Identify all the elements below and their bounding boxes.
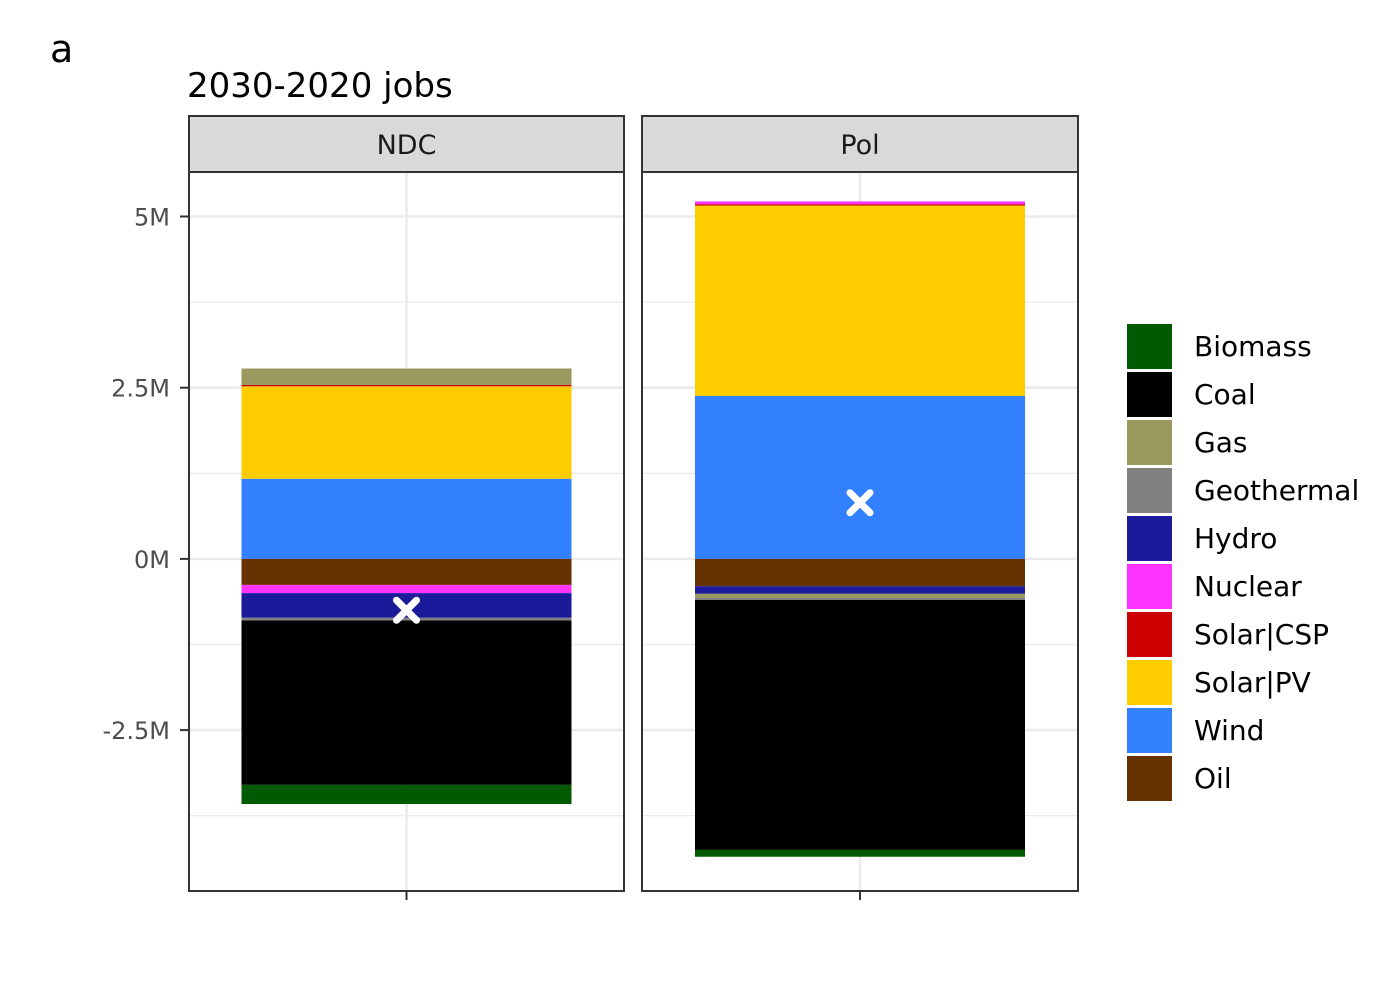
bar-segment-gas <box>695 593 1025 598</box>
legend-item-nuclear: Nuclear <box>1127 564 1302 609</box>
y-tick-label: 5M <box>134 204 170 232</box>
bar-segment-solar-pv <box>695 205 1025 396</box>
bar-segment-hydro <box>695 586 1025 594</box>
legend-swatch <box>1127 612 1172 657</box>
legend-label: Solar|PV <box>1194 666 1311 699</box>
legend-label: Wind <box>1194 714 1264 747</box>
legend-item-solar-csp: Solar|CSP <box>1127 612 1329 657</box>
legend: Biomass Coal Gas Geothermal Hydro Nuclear Sola… <box>1127 324 1359 801</box>
panel-strip <box>641 115 1079 173</box>
bar-segment-oil <box>695 558 1025 587</box>
legend-label: Nuclear <box>1194 570 1302 603</box>
bar-segment-coal <box>695 599 1025 850</box>
bar-segment-gas <box>241 368 572 385</box>
bar-segment-nuclear <box>695 201 1025 205</box>
legend-label: Oil <box>1194 762 1232 795</box>
legend-swatch <box>1127 564 1172 609</box>
legend-item-biomass: Biomass <box>1127 324 1312 369</box>
legend-item-coal: Coal <box>1127 372 1256 417</box>
legend-label: Biomass <box>1194 330 1312 363</box>
legend-label: Geothermal <box>1194 474 1359 507</box>
legend-swatch <box>1127 756 1172 801</box>
bar-segment-nuclear <box>241 584 572 594</box>
panel-ndc: NDC <box>188 115 625 900</box>
bar-segment-biomass <box>241 784 572 805</box>
bar-segment-wind <box>695 395 1025 559</box>
bar-segment-geothermal <box>695 597 1025 600</box>
legend-item-geothermal: Geothermal <box>1127 468 1359 513</box>
legend-item-hydro: Hydro <box>1127 516 1277 561</box>
legend-item-wind: Wind <box>1127 708 1264 753</box>
bar-segment-oil <box>241 558 572 585</box>
y-tick-label: 0M <box>134 546 170 574</box>
bar-segment-geothermal <box>241 617 572 621</box>
bar-segment-coal <box>241 620 572 785</box>
legend-swatch <box>1127 324 1172 369</box>
panel-strip-label: NDC <box>377 130 437 161</box>
legend-item-oil: Oil <box>1127 756 1232 801</box>
bar-segment-solar-csp <box>241 384 572 387</box>
legend-swatch <box>1127 420 1172 465</box>
legend-swatch <box>1127 660 1172 705</box>
legend-label: Gas <box>1194 426 1247 459</box>
legend-item-gas: Gas <box>1127 420 1247 465</box>
net-total-marker <box>846 489 874 517</box>
net-total-marker <box>393 596 420 624</box>
panel-pol: Pol <box>641 115 1079 900</box>
legend-label: Coal <box>1194 378 1256 411</box>
legend-swatch <box>1127 708 1172 753</box>
legend-swatch <box>1127 372 1172 417</box>
legend-label: Solar|CSP <box>1194 618 1329 651</box>
y-tick-label: -2.5M <box>102 717 170 745</box>
bar-segment-solar-csp <box>695 204 1025 206</box>
chart-title: 2030-2020 jobs <box>187 66 453 106</box>
bar-segment-wind <box>241 478 572 559</box>
legend-swatch <box>1127 468 1172 513</box>
figure-tag: a <box>50 27 73 71</box>
legend-item-solar-pv: Solar|PV <box>1127 660 1311 705</box>
bar-segment-biomass <box>695 849 1025 857</box>
bar-segment-solar-pv <box>241 386 572 479</box>
legend-label: Hydro <box>1194 522 1277 555</box>
panel-strip <box>188 115 625 173</box>
legend-swatch <box>1127 516 1172 561</box>
y-tick-label: 2.5M <box>111 375 170 403</box>
panel-strip-label: Pol <box>840 130 879 161</box>
y-axis: -2.5M 0M 2.5M 5M <box>102 204 189 745</box>
